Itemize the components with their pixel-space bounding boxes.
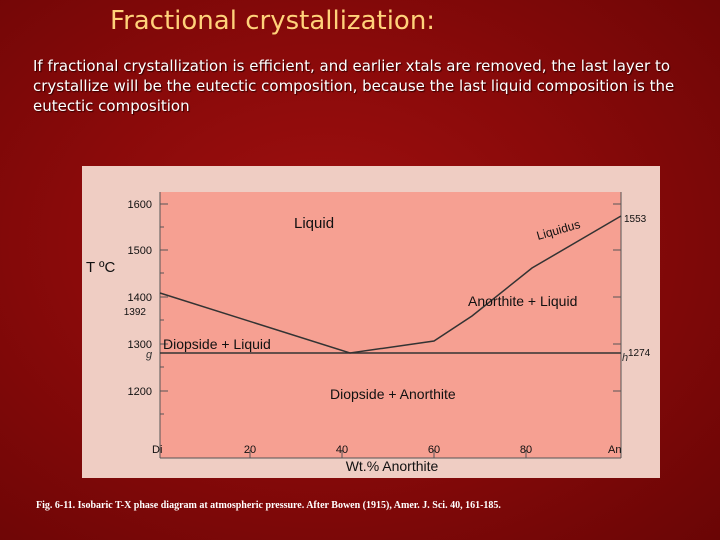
x-tick-label: An: [608, 444, 621, 456]
slide-title: Fractional crystallization:: [110, 6, 436, 36]
point-g-label: g: [146, 349, 153, 361]
y-tick-marks: [160, 203, 621, 415]
figure-caption: Fig. 6-11. Isobaric T-X phase diagram at…: [36, 500, 501, 511]
x-tick-label: Di: [152, 444, 162, 456]
an-melting-temp-label: 1553: [624, 214, 647, 225]
y-tick-label: 1300: [128, 339, 152, 351]
x-tick-label: 80: [520, 444, 532, 456]
diopside-liquid-label: Diopside + Liquid: [163, 336, 271, 352]
y-axis-label: T ºC: [86, 259, 116, 276]
x-tick-label: 20: [244, 444, 256, 456]
phase-diagram-svg: 1600 1500 1400 1392 1300 1200 T ºC Di 20…: [86, 192, 651, 474]
x-tick-label: 60: [428, 444, 440, 456]
y-tick-label: 1200: [128, 386, 152, 398]
eutectic-temp-label: 1274: [628, 348, 651, 359]
diopside-anorthite-label: Diopside + Anorthite: [330, 386, 456, 402]
y-tick-label: 1400: [128, 292, 152, 304]
y-tick-label: 1392: [124, 307, 147, 318]
x-tick-label: 40: [336, 444, 348, 456]
y-tick-label: 1500: [128, 245, 152, 257]
anorthite-liquid-label: Anorthite + Liquid: [468, 293, 577, 309]
liquid-field-label: Liquid: [294, 215, 334, 232]
slide-body-text: If fractional crystallization is efficie…: [33, 57, 675, 115]
phase-diagram-figure: 1600 1500 1400 1392 1300 1200 T ºC Di 20…: [82, 166, 660, 478]
point-h-label: h: [622, 352, 628, 364]
plot-area: [160, 192, 621, 458]
liquidus-curve: [159, 215, 622, 354]
x-axis-label: Wt.% Anorthite: [346, 458, 439, 474]
y-tick-label: 1600: [128, 199, 152, 211]
x-tick-marks: [249, 450, 527, 458]
